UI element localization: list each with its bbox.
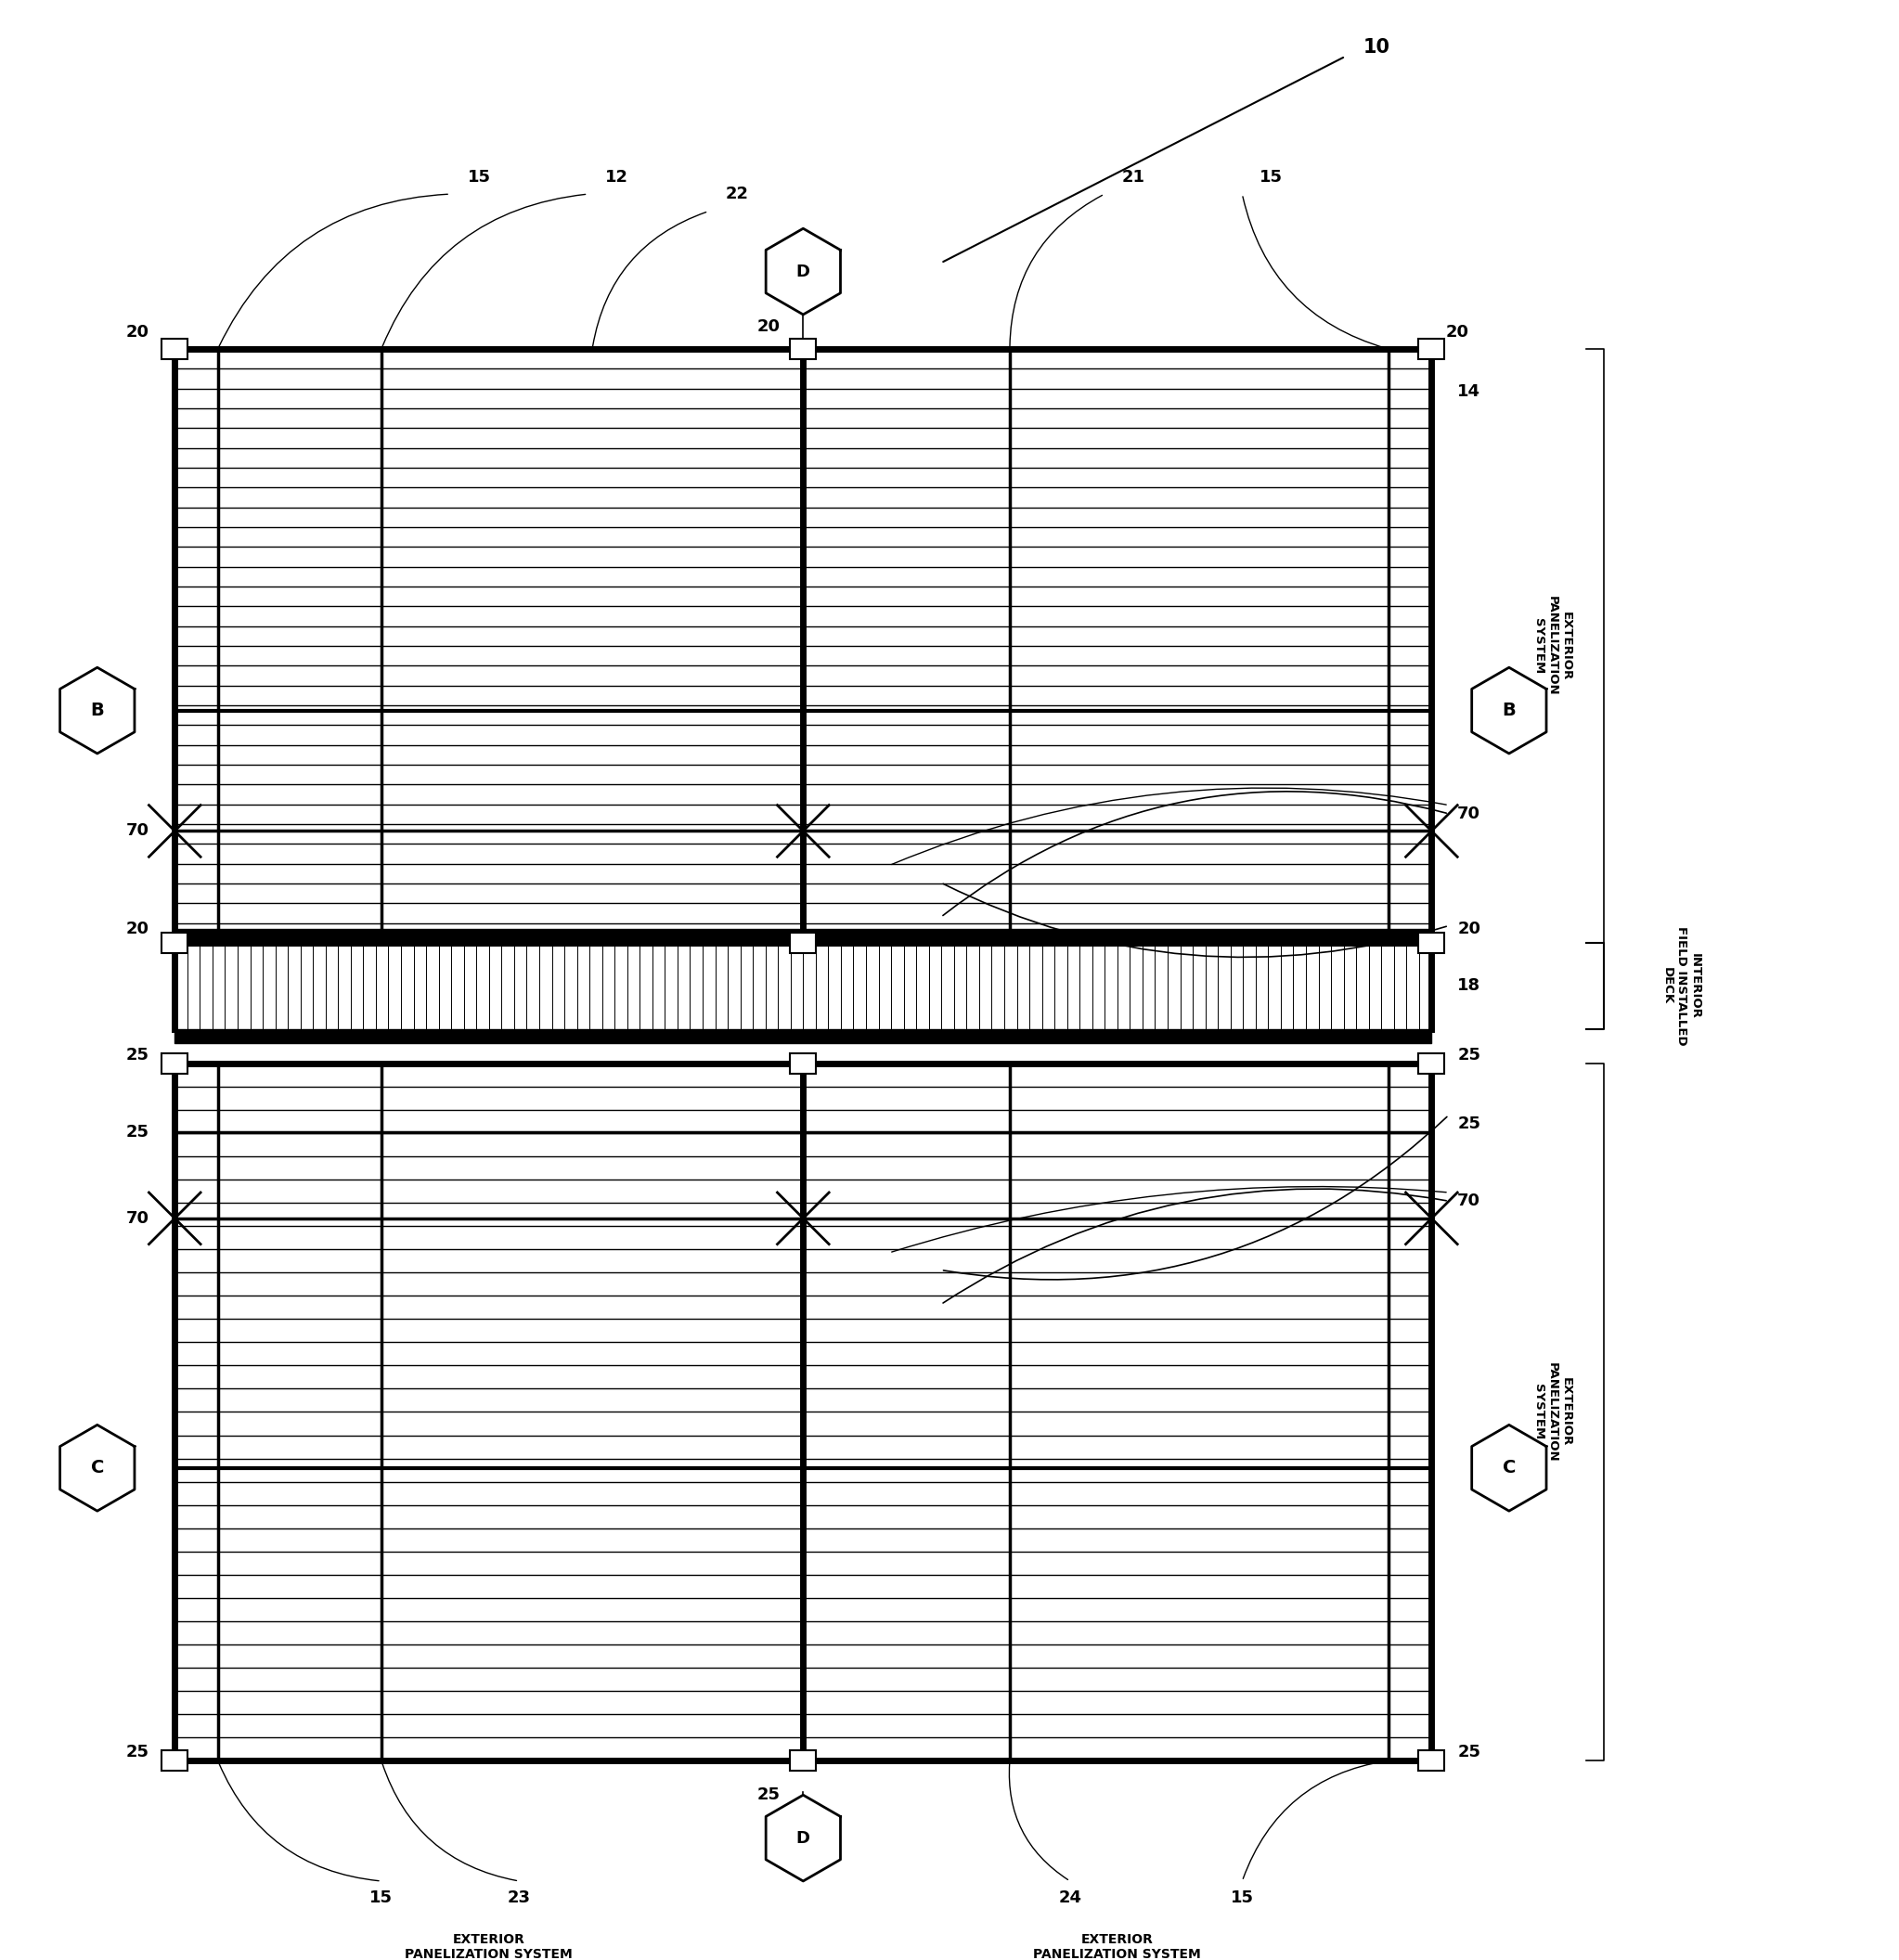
Bar [790, 1053, 817, 1074]
Text: 70: 70 [125, 1209, 148, 1227]
Text: 70: 70 [1457, 806, 1481, 821]
Text: 12: 12 [606, 169, 629, 186]
Text: EXTERIOR
PANELIZATION SYSTEM: EXTERIOR PANELIZATION SYSTEM [1033, 1933, 1202, 1960]
Text: EXTERIOR
PANELIZATION
SYSTEM: EXTERIOR PANELIZATION SYSTEM [1532, 596, 1572, 696]
Text: 23: 23 [507, 1889, 530, 1907]
Polygon shape [1472, 668, 1546, 753]
Text: 18: 18 [1457, 978, 1481, 994]
Text: 20: 20 [1445, 323, 1468, 341]
Text: INTERIOR
FIELD INSTALLED
DECK: INTERIOR FIELD INSTALLED DECK [1662, 927, 1702, 1045]
Text: 25: 25 [125, 1744, 148, 1760]
Bar [161, 1750, 188, 1772]
Text: 25: 25 [1457, 1744, 1481, 1760]
Polygon shape [765, 1795, 841, 1882]
Polygon shape [61, 1425, 135, 1511]
Text: 25: 25 [125, 1123, 148, 1141]
Text: D: D [796, 263, 811, 280]
Text: C: C [1502, 1458, 1515, 1476]
Text: 15: 15 [1259, 169, 1282, 186]
Text: EXTERIOR
PANELIZATION SYSTEM: EXTERIOR PANELIZATION SYSTEM [404, 1933, 573, 1960]
Bar [790, 933, 817, 953]
Text: C: C [91, 1458, 104, 1476]
Text: 14: 14 [1457, 384, 1481, 400]
Text: 20: 20 [125, 921, 148, 937]
Text: B: B [91, 702, 104, 719]
Bar [790, 339, 817, 359]
Bar [1419, 1053, 1445, 1074]
Text: 24: 24 [1058, 1889, 1082, 1907]
Bar [1419, 339, 1445, 359]
Bar [161, 933, 188, 953]
Text: 70: 70 [1457, 1194, 1481, 1209]
Text: 70: 70 [125, 823, 148, 839]
Text: 25: 25 [1457, 1047, 1481, 1062]
Text: EXTERIOR
PANELIZATION
SYSTEM: EXTERIOR PANELIZATION SYSTEM [1532, 1362, 1572, 1462]
Text: 25: 25 [125, 1047, 148, 1062]
Text: 21: 21 [1122, 169, 1145, 186]
Bar [161, 339, 188, 359]
Text: 15: 15 [1231, 1889, 1253, 1907]
Text: 20: 20 [125, 323, 148, 341]
Text: D: D [796, 1831, 811, 1846]
Bar [1419, 1750, 1445, 1772]
Text: 20: 20 [1457, 921, 1481, 937]
Bar [161, 1053, 188, 1074]
Polygon shape [61, 668, 135, 753]
Bar [1419, 933, 1445, 953]
Polygon shape [1472, 1425, 1546, 1511]
Text: 15: 15 [467, 169, 490, 186]
Text: 15: 15 [370, 1889, 393, 1907]
Text: 10: 10 [1363, 39, 1390, 57]
Text: 20: 20 [758, 319, 780, 335]
Bar [790, 1750, 817, 1772]
Text: B: B [1502, 702, 1515, 719]
Text: 22: 22 [725, 186, 748, 202]
Text: 25: 25 [1457, 1115, 1481, 1133]
Text: 25: 25 [758, 1786, 780, 1803]
Polygon shape [765, 229, 841, 314]
